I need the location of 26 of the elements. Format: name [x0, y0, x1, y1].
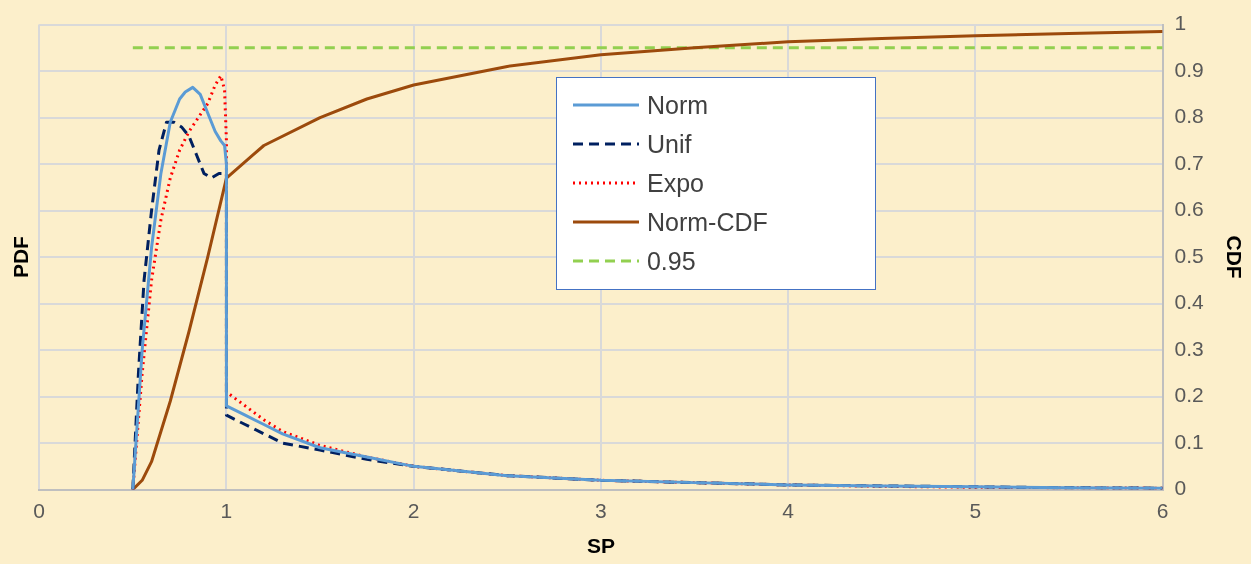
y2-tick-label: 1	[1174, 11, 1187, 35]
legend-label: Expo	[646, 168, 704, 198]
x-axis-title: SP	[586, 534, 615, 558]
y-axis-title: PDF	[9, 235, 33, 279]
legend-label: Norm-CDF	[646, 207, 768, 237]
legend-label: Unif	[646, 129, 692, 159]
legend-label: 0.95	[646, 246, 696, 276]
y2-tick-label: 0.2	[1174, 383, 1204, 407]
x-tick-label: 5	[969, 499, 982, 522]
y2-axis-title: CDF	[1222, 235, 1246, 279]
y2-tick-label: 0.6	[1174, 197, 1204, 221]
y2-tick-label: 0	[1174, 476, 1187, 500]
x-tick-label: 1	[220, 499, 233, 522]
legend-label: Norm	[646, 90, 709, 120]
x-tick-label: 0	[33, 499, 46, 522]
x-tick-label: 6	[1156, 499, 1169, 522]
y2-tick-label: 0.8	[1174, 104, 1204, 128]
y2-tick-label: 0.5	[1174, 243, 1204, 267]
y2-tick-label: 0.4	[1174, 290, 1205, 314]
y2-tick-label: 0.3	[1174, 336, 1204, 360]
x-tick-label: 3	[595, 499, 607, 522]
x-tick-label: 4	[782, 499, 795, 522]
y2-tick-label: 0.1	[1174, 429, 1204, 453]
x-tick-label: 2	[407, 499, 420, 522]
y2-tick-label: 0.9	[1174, 57, 1204, 81]
y2-tick-label: 0.7	[1174, 150, 1204, 174]
